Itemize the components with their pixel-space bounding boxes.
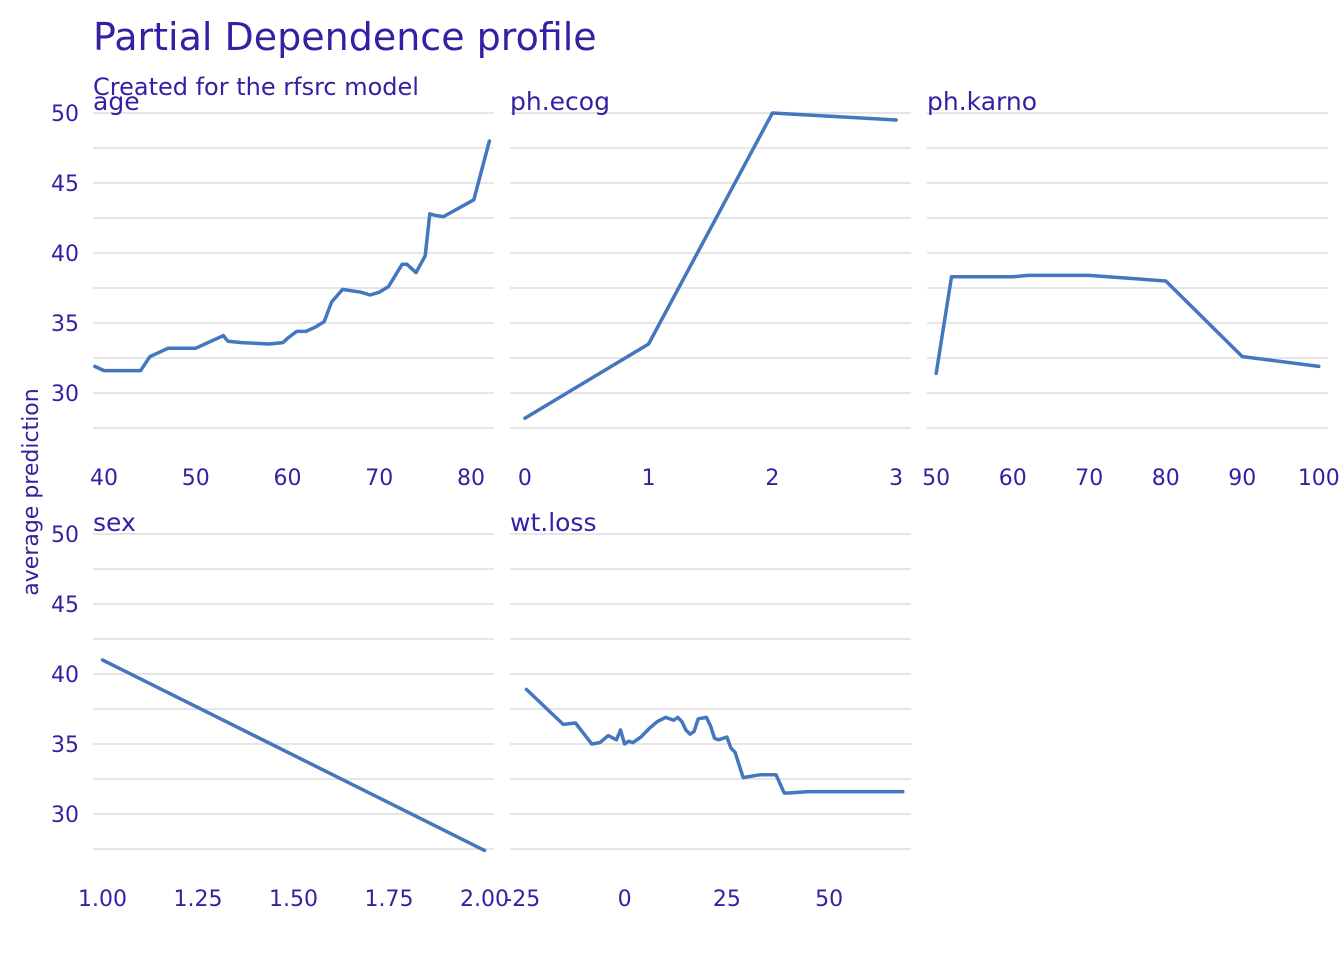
chart-title: Partial Dependence profile (93, 15, 597, 59)
x-tick-label: 1.00 (78, 887, 127, 912)
x-tick-label: 1.50 (269, 887, 318, 912)
y-tick-label: 30 (51, 382, 79, 407)
x-tick-label: 2 (765, 466, 779, 491)
series-line (524, 687, 905, 795)
panel-ph-karno: ph.karno 50 60 70 80 90 100 (922, 87, 1340, 491)
x-tick-label: 1 (642, 466, 656, 491)
x-tick-label: 90 (1228, 466, 1256, 491)
x-tick-label: 1.25 (174, 887, 223, 912)
x-tick-label: 40 (90, 466, 118, 491)
y-tick-label: 30 (51, 803, 79, 828)
facet-panels: age 30 35 40 45 50 40 50 60 70 80 ph.ecog 0 1 2 3 ph.kar… (51, 87, 1340, 912)
y-tick-label: 50 (51, 102, 79, 127)
series-line (523, 111, 898, 420)
panel-age: age 30 35 40 45 50 40 50 60 70 80 (51, 87, 494, 491)
x-tick-label: 60 (999, 466, 1027, 491)
panel-title: sex (93, 508, 136, 537)
x-tick-label: 0 (618, 887, 632, 912)
panel-title: ph.ecog (510, 87, 610, 116)
x-tick-label: 80 (457, 466, 485, 491)
x-tick-label: 3 (889, 466, 903, 491)
y-tick-label: 50 (51, 523, 79, 548)
x-tick-label: 25 (713, 887, 741, 912)
y-tick-label: 40 (51, 663, 79, 688)
x-tick-label: 50 (815, 887, 843, 912)
x-tick-label: -25 (504, 887, 540, 912)
series-line (934, 273, 1321, 376)
panel-sex: sex 30 35 40 45 50 1.00 1.25 1.50 1.75 2.00 (51, 508, 509, 912)
x-tick-label: 70 (365, 466, 393, 491)
y-tick-label: 45 (51, 172, 79, 197)
x-tick-label: 50 (182, 466, 210, 491)
x-tick-label: 1.75 (364, 887, 413, 912)
series-line (93, 139, 492, 373)
x-tick-label: 0 (518, 466, 532, 491)
y-tick-label: 35 (51, 733, 79, 758)
x-tick-label: 70 (1075, 466, 1103, 491)
panel-title: wt.loss (510, 508, 597, 537)
y-tick-label: 35 (51, 312, 79, 337)
x-tick-label: 100 (1298, 466, 1340, 491)
y-tick-label: 40 (51, 242, 79, 267)
series-line (100, 658, 487, 853)
panel-title: ph.karno (927, 87, 1037, 116)
y-tick-label: 45 (51, 593, 79, 618)
chart-subtitle: Created for the rfsrc model (93, 73, 419, 101)
panel-title: age (93, 87, 140, 116)
x-tick-label: 80 (1152, 466, 1180, 491)
y-axis-label: average prediction (19, 388, 44, 595)
panel-wt-loss: wt.loss -25 0 25 50 (504, 508, 911, 912)
x-tick-label: 50 (922, 466, 950, 491)
x-tick-label: 60 (274, 466, 302, 491)
x-tick-label: 2.00 (460, 887, 509, 912)
panel-ph-ecog: ph.ecog 0 1 2 3 (510, 87, 911, 491)
